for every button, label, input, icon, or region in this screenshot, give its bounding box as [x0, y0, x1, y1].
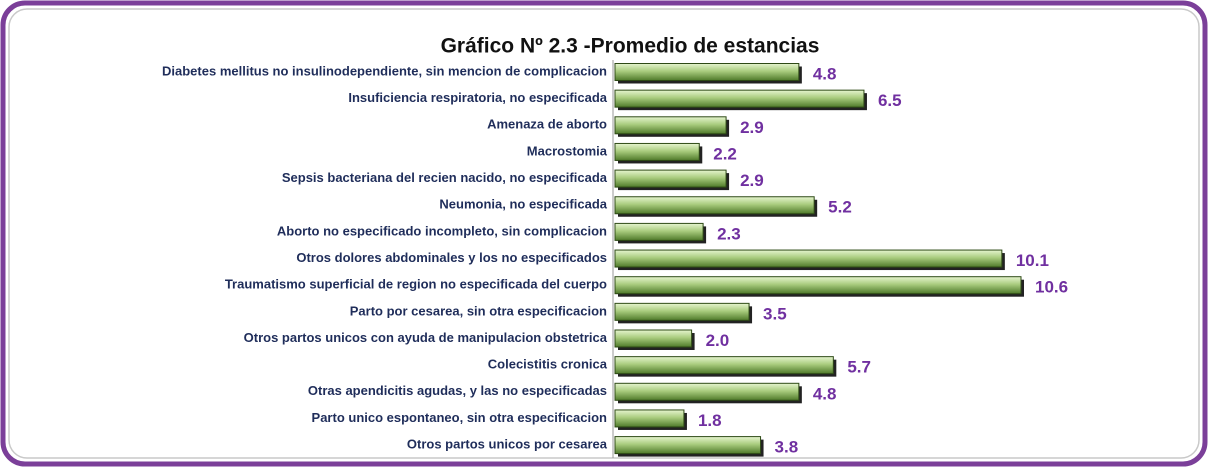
- bar: [614, 89, 865, 108]
- category-label: Macrostomia: [527, 143, 608, 158]
- category-label: Sepsis bacteriana del recien nacido, no …: [282, 170, 608, 185]
- bar: [614, 436, 762, 455]
- value-label: 3.5: [763, 304, 787, 323]
- value-label: 3.8: [775, 438, 799, 457]
- category-label: Diabetes mellitus no insulinodependiente…: [162, 63, 607, 78]
- value-label: 10.1: [1016, 251, 1049, 270]
- value-label: 4.8: [813, 384, 837, 403]
- category-label: Amenaza de aborto: [487, 117, 607, 132]
- value-label: 2.9: [740, 171, 764, 190]
- value-label: 4.8: [813, 64, 837, 83]
- category-label: Otros partos unicos por cesarea: [407, 437, 608, 452]
- value-label: 10.6: [1035, 278, 1068, 297]
- value-label: 2.9: [740, 118, 764, 137]
- category-label: Aborto no especificado incompleto, sin c…: [277, 223, 607, 238]
- category-label: Otros partos unicos con ayuda de manipul…: [244, 330, 608, 345]
- bar: [614, 302, 750, 321]
- bar: [614, 169, 727, 188]
- value-label: 5.7: [847, 358, 871, 377]
- bar: [614, 222, 704, 241]
- inner-frame: [8, 8, 1200, 459]
- value-label: 6.5: [878, 91, 902, 110]
- value-label: 2.2: [713, 144, 737, 163]
- category-label: Parto unico espontaneo, sin otra especif…: [312, 410, 608, 425]
- bar: [614, 356, 834, 375]
- category-label: Otras apendicitis agudas, y las no espec…: [308, 383, 607, 398]
- bar: [614, 409, 685, 428]
- bar: [614, 116, 727, 135]
- bar: [614, 382, 800, 401]
- category-label: Neumonia, no especificada: [439, 197, 607, 212]
- category-label: Otros dolores abdominales y los no espec…: [296, 250, 607, 265]
- bar: [614, 276, 1022, 295]
- bar: [614, 142, 700, 161]
- category-label: Colecistitis cronica: [488, 357, 608, 372]
- bar: [614, 63, 800, 81]
- value-label: 2.0: [706, 331, 730, 350]
- bar: [614, 329, 693, 348]
- value-label: 5.2: [828, 198, 852, 217]
- value-label: 2.3: [717, 224, 741, 243]
- value-label: 1.8: [698, 411, 722, 430]
- bar: [614, 196, 815, 215]
- category-label: Traumatismo superficial de region no esp…: [225, 277, 607, 292]
- chart-title: Gráfico Nº 2.3 -Promedio de estancias: [441, 35, 820, 58]
- bar: [614, 249, 1003, 268]
- category-label: Parto por cesarea, sin otra especificaci…: [350, 303, 607, 318]
- category-label: Insuficiencia respiratoria, no especific…: [348, 90, 607, 105]
